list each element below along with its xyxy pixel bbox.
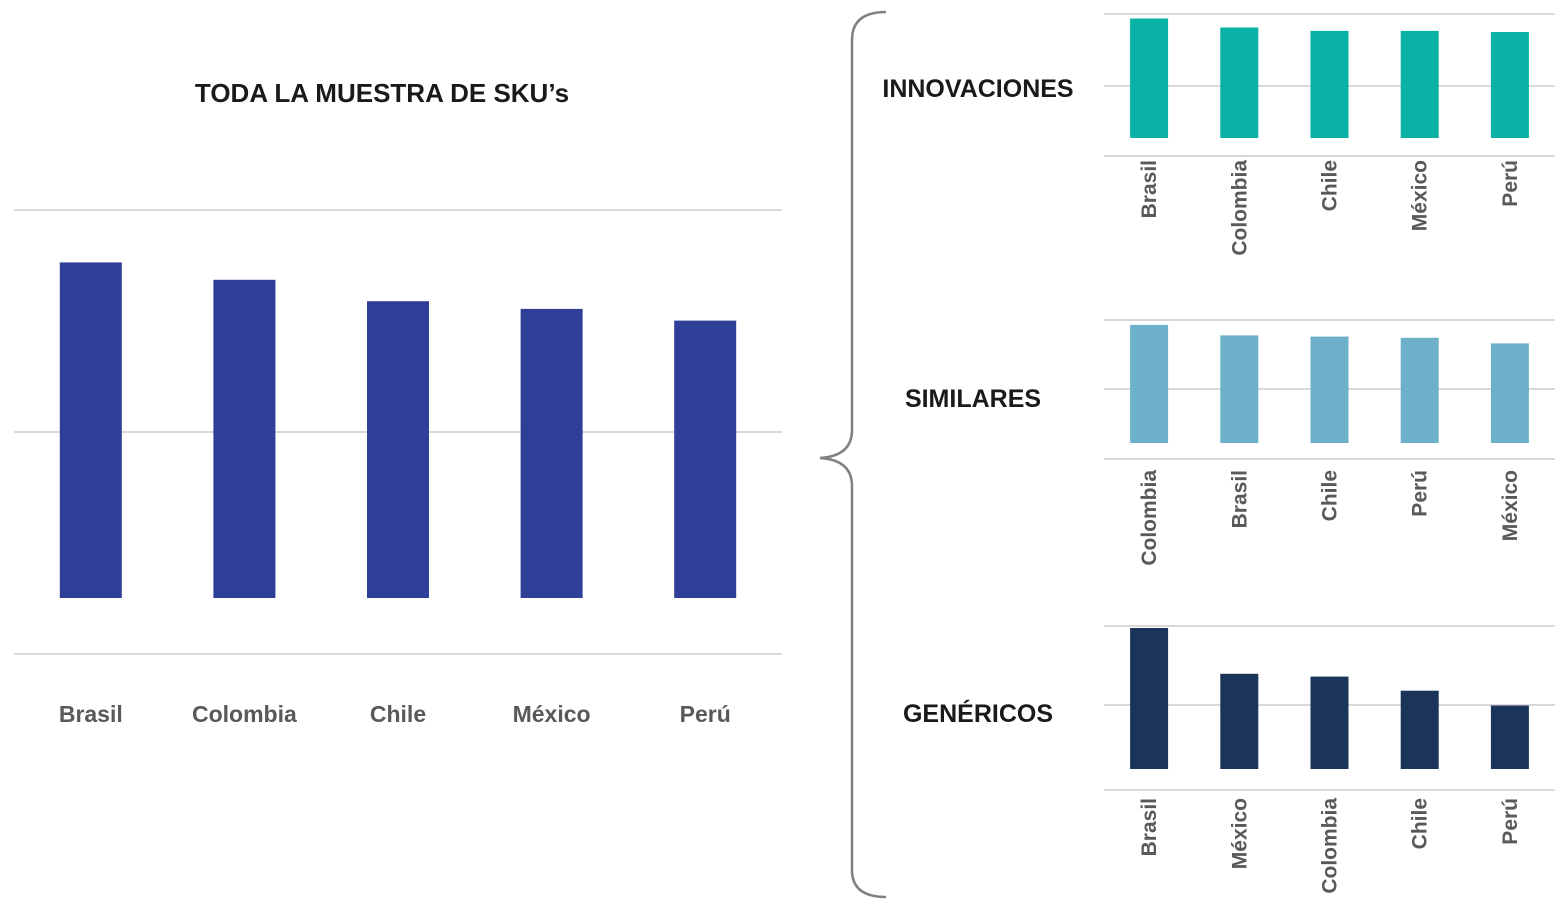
innovaciones-bar-colombia bbox=[1220, 27, 1259, 138]
main-tick-label: Colombia bbox=[192, 701, 297, 727]
genericos-bar-brasil bbox=[1130, 628, 1169, 769]
similares-tick-label: Colombia bbox=[1138, 470, 1161, 566]
innovaciones-title: INNOVACIONES bbox=[882, 75, 1073, 103]
innovaciones-tick-label: Colombia bbox=[1228, 160, 1251, 256]
innovaciones-tick-label: México bbox=[1409, 160, 1432, 231]
similares-bar-brasil bbox=[1220, 335, 1259, 443]
main-bar-brasil bbox=[59, 262, 122, 598]
main-chart-title: TODA LA MUESTRA DE SKU’s bbox=[195, 78, 569, 108]
similares-bar-chile bbox=[1310, 336, 1349, 443]
genericos-tick-label: Brasil bbox=[1138, 798, 1161, 856]
main-bar-perú bbox=[674, 320, 737, 598]
similares-tick-label: Perú bbox=[1409, 470, 1432, 517]
innovaciones-bar-méxico bbox=[1400, 30, 1439, 138]
similares-tick-label: México bbox=[1499, 470, 1522, 541]
innovaciones-tick-label: Brasil bbox=[1138, 160, 1161, 218]
similares-tick-label: Brasil bbox=[1228, 470, 1251, 528]
main-chart: TODA LA MUESTRA DE SKU’s Brasil Colombia C… bbox=[14, 78, 782, 727]
genericos-bar-méxico bbox=[1220, 673, 1259, 769]
genericos-title: GENÉRICOS bbox=[903, 699, 1053, 728]
similares-bar-perú bbox=[1400, 337, 1439, 443]
main-tick-label: Perú bbox=[680, 701, 731, 727]
similares-tick-label: Chile bbox=[1319, 470, 1342, 521]
main-bar-colombia bbox=[213, 279, 276, 598]
genericos-bar-perú bbox=[1490, 705, 1529, 769]
innovaciones-bar-chile bbox=[1310, 30, 1349, 138]
grouping-brace bbox=[819, 10, 887, 899]
similares-bar-méxico bbox=[1490, 343, 1529, 443]
innovaciones-tick-label: Perú bbox=[1499, 160, 1522, 207]
genericos-bar-chile bbox=[1400, 690, 1439, 769]
genericos-tick-label: Perú bbox=[1499, 798, 1522, 845]
innovaciones-tick-label: Chile bbox=[1319, 160, 1342, 211]
main-tick-label: Brasil bbox=[59, 701, 123, 727]
similares-title: SIMILARES bbox=[905, 385, 1041, 413]
main-tick-label: México bbox=[513, 701, 591, 727]
innovaciones-chart: INNOVACIONES Brasil Colombia Chile México Pe… bbox=[882, 13, 1555, 256]
genericos-chart: GENÉRICOS Brasil México Colombia Chile Perú bbox=[903, 625, 1555, 894]
main-tick-label: Chile bbox=[370, 701, 426, 727]
genericos-tick-label: México bbox=[1228, 798, 1251, 869]
main-bar-méxico bbox=[520, 308, 583, 598]
similares-chart: SIMILARES Colombia Brasil Chile Perú México bbox=[905, 319, 1555, 566]
main-bar-chile bbox=[367, 301, 429, 598]
genericos-tick-label: Colombia bbox=[1319, 798, 1342, 894]
genericos-tick-label: Chile bbox=[1409, 798, 1432, 849]
innovaciones-bar-perú bbox=[1490, 32, 1529, 138]
innovaciones-bar-brasil bbox=[1130, 18, 1169, 138]
genericos-bar-colombia bbox=[1310, 676, 1349, 769]
similares-bar-colombia bbox=[1130, 324, 1169, 443]
